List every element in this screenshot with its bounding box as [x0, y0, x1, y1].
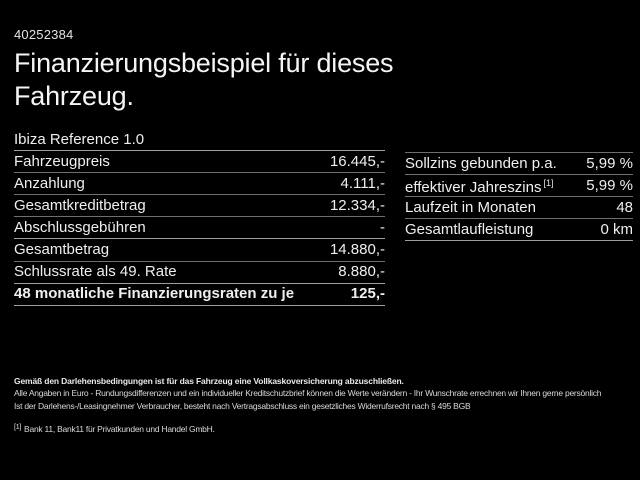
- bank-footnote: [1] Bank 11, Bank11 für Privatkunden und …: [14, 422, 634, 435]
- conditions-table: Sollzins gebunden p.a. 5,99 % effektiver…: [405, 152, 633, 242]
- listing-id: 40252384: [14, 27, 74, 42]
- row-value: 14.880,-: [329, 240, 385, 258]
- row-label: Abschlussgebühren: [14, 218, 146, 236]
- row-value: 125,-: [350, 285, 385, 303]
- row-value: 48: [616, 198, 633, 216]
- row-laufzeit: Laufzeit in Monaten 48: [405, 197, 633, 220]
- row-gesamtkreditbetrag: Gesamtkreditbetrag 12.334,-: [14, 195, 385, 218]
- legal-notes: Gemäß den Darlehensbedingungen ist für d…: [14, 375, 634, 435]
- row-sollzins: Sollzins gebunden p.a. 5,99 %: [405, 153, 633, 176]
- row-value: 5,99 %: [586, 176, 633, 194]
- row-label: Sollzins gebunden p.a.: [405, 154, 557, 172]
- row-schlussrate: Schlussrate als 49. Rate 8.880,-: [14, 262, 385, 284]
- row-value: -: [380, 218, 385, 236]
- footnote-marker: [1]: [14, 423, 22, 431]
- row-value: 4.111,-: [340, 174, 385, 192]
- row-effektiver-jahreszins: effektiver Jahreszins [1] 5,99 %: [405, 172, 633, 199]
- row-label: 48 monatliche Finanzierungsraten zu je: [14, 285, 295, 303]
- row-gesamtbetrag: Gesamtbetrag 14.880,-: [14, 239, 385, 262]
- row-label: Gesamtkreditbetrag: [14, 196, 146, 214]
- row-value: 8.880,-: [338, 263, 385, 281]
- row-fahrzeugpreis: Fahrzeugpreis 16.445,-: [14, 151, 385, 174]
- row-label: Gesamtlaufleistung: [405, 220, 534, 238]
- row-label: effektiver Jahreszins [1]: [405, 172, 553, 199]
- vehicle-name: Ibiza Reference 1.0: [14, 129, 385, 152]
- disclaimer-line-2: Ist der Darlehens-/Leasingnehmer Verbrau…: [14, 400, 471, 411]
- row-gesamtlaufleistung: Gesamtlaufleistung 0 km: [405, 219, 633, 242]
- row-label: Fahrzeugpreis: [14, 152, 110, 170]
- row-label: Schlussrate als 49. Rate: [14, 263, 177, 281]
- row-value: 5,99 %: [586, 154, 633, 172]
- disclaimer-line-1: Alle Angaben in Euro - Rundungsdifferenz…: [14, 388, 602, 399]
- row-value: 16.445,-: [329, 152, 385, 170]
- insurance-note: Gemäß den Darlehensbedingungen ist für d…: [14, 376, 404, 386]
- row-monatsrate: 48 monatliche Finanzierungsraten zu je 1…: [14, 284, 385, 306]
- page-title: Finanzierungsbeispiel für dieses Fahrzeu…: [14, 48, 394, 111]
- bank-footnote-text: Bank 11, Bank11 für Privatkunden und Han…: [24, 423, 215, 434]
- financing-table: Ibiza Reference 1.0 Fahrzeugpreis 16.445…: [14, 129, 385, 306]
- footnote-marker: [1]: [543, 178, 554, 189]
- row-label: Laufzeit in Monaten: [405, 198, 536, 216]
- row-label: Anzahlung: [14, 174, 85, 192]
- row-anzahlung: Anzahlung 4.111,-: [14, 173, 385, 196]
- row-value: 12.334,-: [329, 196, 385, 214]
- row-value: 0 km: [600, 220, 633, 238]
- row-label: Gesamtbetrag: [14, 240, 110, 258]
- row-abschlussgebuehren: Abschlussgebühren -: [14, 217, 385, 240]
- row-label-text: effektiver Jahreszins: [405, 179, 542, 197]
